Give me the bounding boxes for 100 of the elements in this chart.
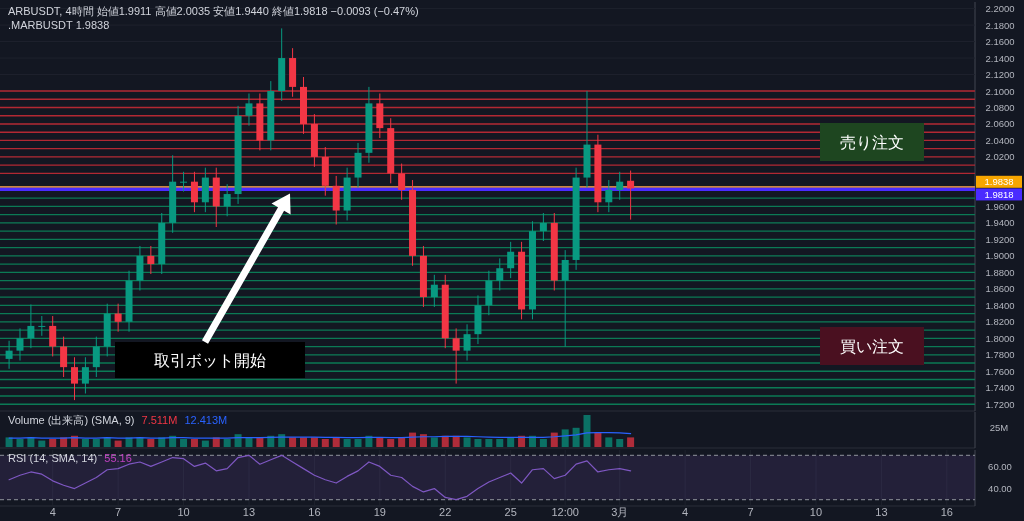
y-tick-label: 1.8200 [985,316,1015,328]
annotation: 12.413M [184,414,228,426]
bar [234,434,242,447]
y-tick-label: 2.1000 [985,85,1015,97]
candlestick [190,171,198,213]
bar [354,439,362,447]
y-tick-label: 1.9200 [985,233,1015,245]
text: 25M [989,422,1009,433]
bar [190,439,198,447]
bar [496,439,504,447]
candlestick [463,323,471,362]
candlestick [627,170,635,221]
bar [485,439,493,447]
candlestick [223,183,231,217]
candlestick [60,336,68,378]
bar [27,437,35,447]
bar [430,437,438,447]
x-tick-label: 16 [308,506,321,518]
annotation: 取引ボット開始 [154,352,266,369]
bar [616,439,624,447]
bar [49,439,57,447]
annotation: 7.511M [141,414,178,426]
bar [147,439,155,447]
bar [376,437,384,447]
candlestick [452,327,460,385]
bar [387,439,395,447]
bar [38,440,46,447]
bar [539,439,547,447]
bar [583,415,591,447]
bar [310,437,318,447]
bar [528,435,536,447]
candlestick [616,171,624,201]
y-tick-label: 2.1600 [985,36,1015,48]
bar [507,437,515,447]
x-tick-label: 19 [373,506,386,518]
bar [245,437,253,447]
bar [594,432,602,447]
y-tick-label: 2.0200 [985,151,1015,163]
candlestick [92,336,100,378]
x-tick-label: 4 [49,506,56,518]
bar [398,437,406,447]
candlestick [245,92,253,127]
bar [201,440,209,447]
x-tick-label: 16 [940,506,953,518]
bar [300,437,307,447]
x-tick-label: 10 [809,506,823,518]
y-tick-label: 40.00 [988,483,1012,495]
bar [103,437,111,447]
bar [92,439,100,447]
ref-line-label: 1.9838 [984,176,1014,188]
bar [463,437,471,447]
bar [365,435,373,447]
candlestick [38,315,46,337]
bar [256,437,264,447]
x-tick-label: 7 [747,506,754,518]
candlestick [27,304,35,349]
bar [114,440,122,447]
x-tick-label: 25 [504,506,517,518]
y-tick-label: 1.8800 [985,266,1015,278]
annotation: 55.16 [104,452,132,464]
bar [452,435,460,447]
bar [605,437,613,447]
bar [441,435,449,447]
y-tick-label: 1.8400 [985,299,1015,311]
y-tick-label: 60.00 [988,460,1012,472]
candlestick [561,249,569,348]
candlestick [147,245,155,275]
bar [561,429,569,447]
annotation: 売り注文 [840,134,904,151]
y-tick-label: 2.0800 [985,102,1015,113]
candlestick [496,257,504,291]
candlestick [430,274,438,308]
annotation: Volume (出来高) (SMA, 9) [8,414,135,426]
bar [267,435,275,447]
y-tick-label: 1.7600 [985,365,1015,377]
x-tick-label: 13 [875,506,888,518]
bar [180,439,188,447]
bar [474,439,482,447]
bar [627,437,635,447]
x-tick-label: 12:00 [551,506,579,518]
x-tick-label: 10 [177,506,190,518]
bar [71,435,79,447]
y-tick-label: 1.8600 [985,283,1015,295]
candlestick [71,356,79,401]
y-tick-label: 2.1400 [985,52,1015,64]
candlestick [16,327,24,362]
line-series [8,454,632,501]
candlestick [180,171,188,193]
x-tick-label: 7 [115,506,122,518]
x-tick-label: 3月 [611,506,629,518]
x-tick-label: 4 [682,506,689,518]
y-tick-label: 2.1200 [985,69,1015,81]
candlestick [605,179,613,213]
candlestick [114,303,122,333]
y-tick-label: 2.0600 [985,118,1015,130]
y-tick-label: 1.9000 [985,250,1015,262]
y-tick-label: 2.1800 [985,19,1015,31]
x-tick-label: 22 [439,506,452,518]
candlestick [507,241,515,279]
bar [321,439,329,447]
